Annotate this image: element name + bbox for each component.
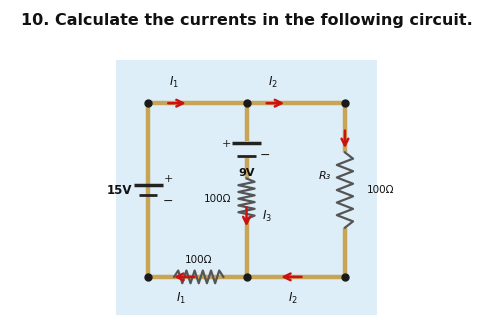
Text: 10. Calculate the currents in the following circuit.: 10. Calculate the currents in the follow… [21,13,472,28]
Text: −: − [260,149,271,162]
Text: +: + [221,139,231,149]
Text: $I_1$: $I_1$ [169,75,179,90]
Text: 15V: 15V [106,184,132,196]
Text: 9V: 9V [238,168,255,178]
Text: 100Ω: 100Ω [367,185,394,195]
Text: 100Ω: 100Ω [204,194,231,204]
Text: −: − [163,194,174,208]
Text: 100Ω: 100Ω [185,255,212,265]
Text: R₃: R₃ [318,170,331,181]
FancyBboxPatch shape [116,60,377,315]
Text: $I_1$: $I_1$ [176,291,186,306]
Text: $I_2$: $I_2$ [288,291,298,306]
Text: $I_3$: $I_3$ [262,209,273,224]
Text: +: + [164,174,173,184]
Text: $I_2$: $I_2$ [268,75,278,90]
